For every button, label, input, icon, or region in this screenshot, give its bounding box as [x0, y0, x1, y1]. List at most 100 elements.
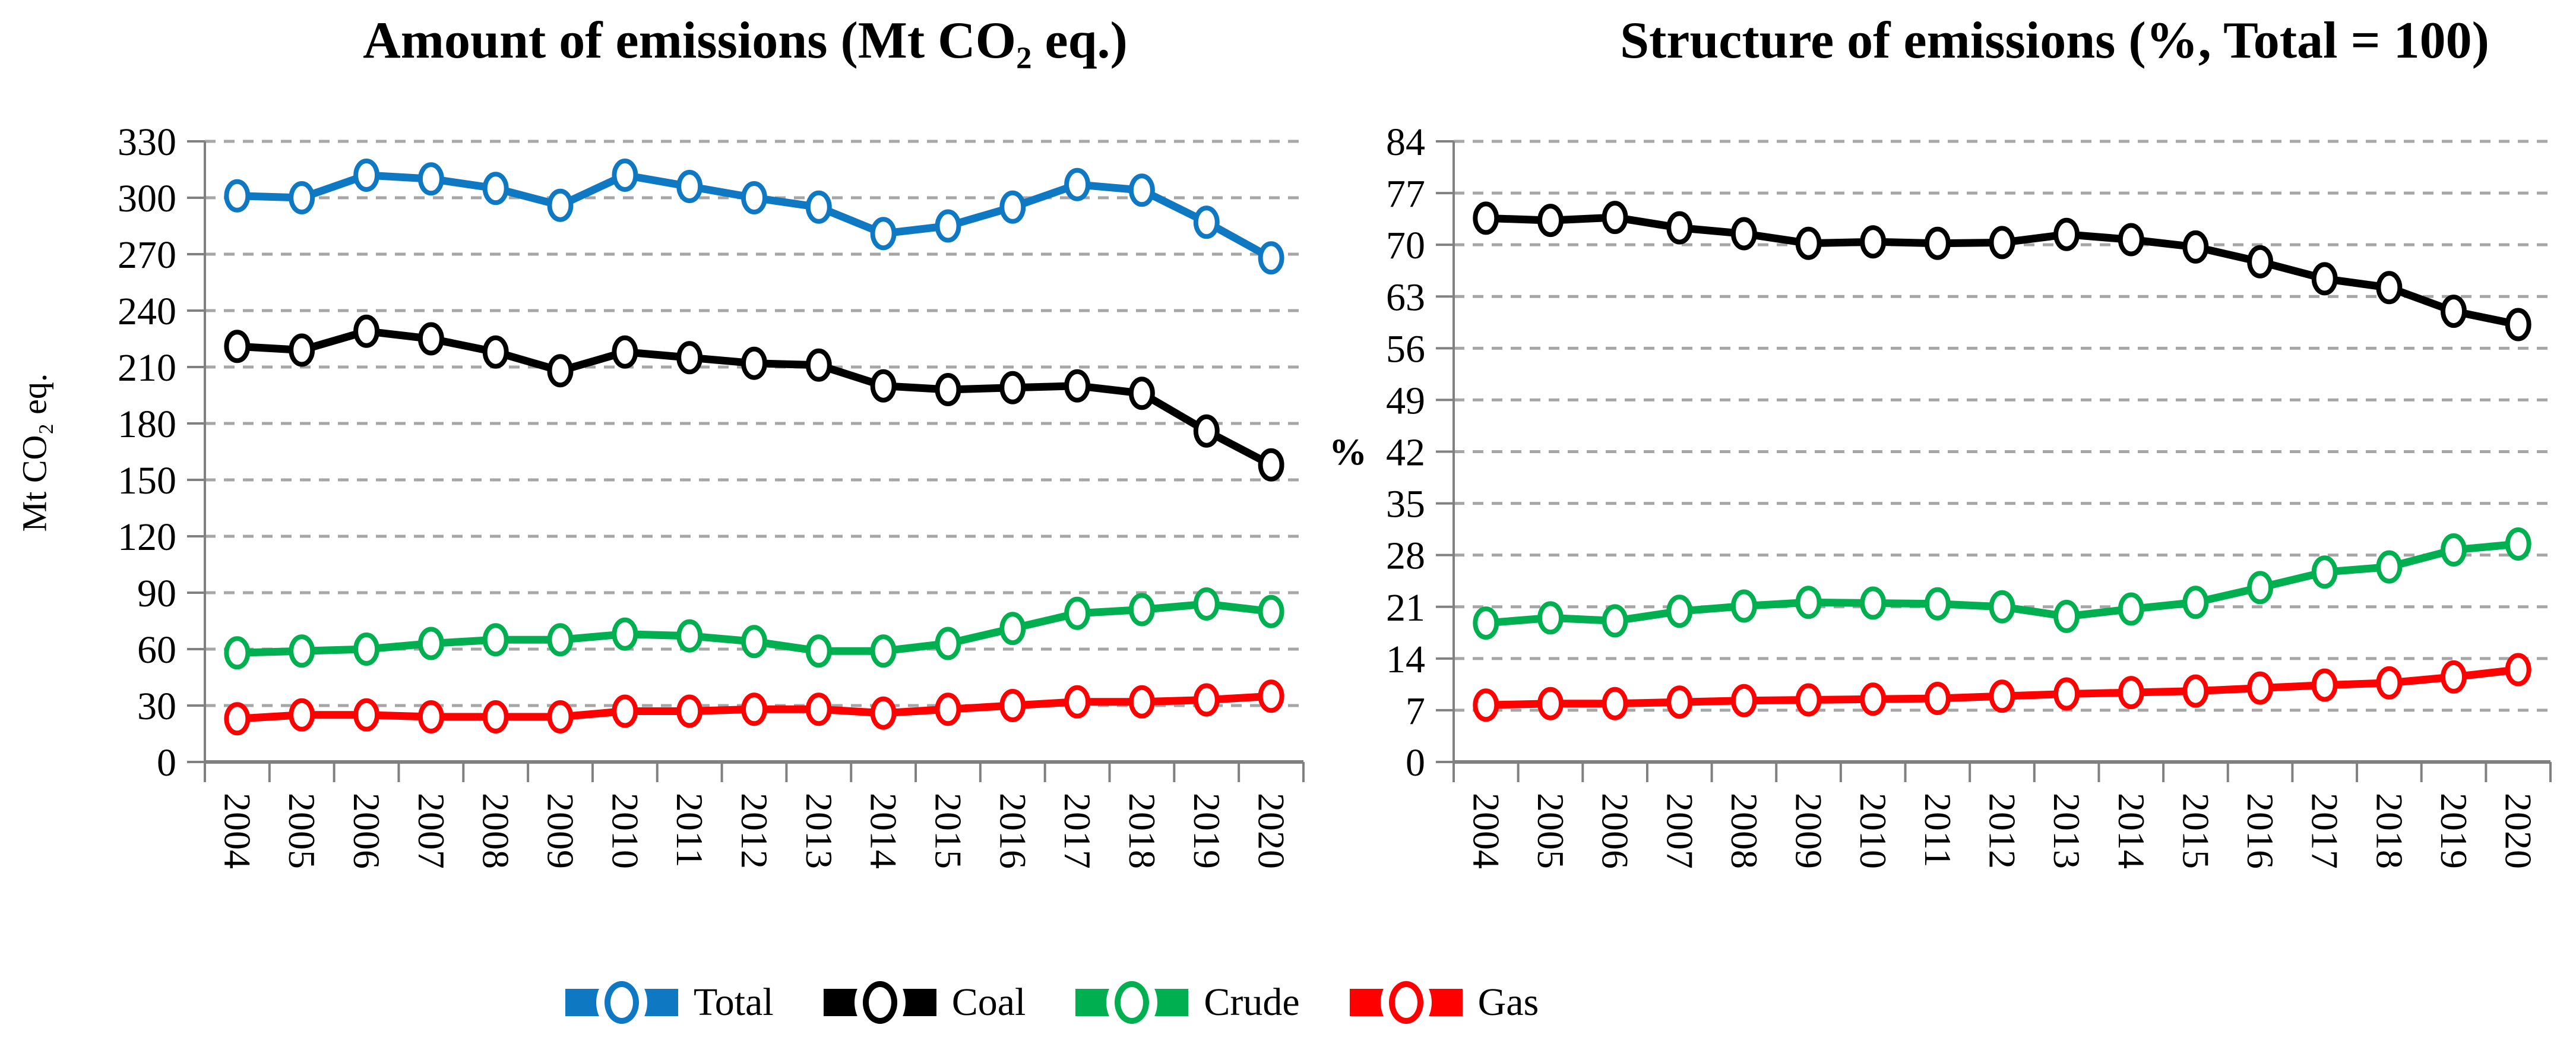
y-tick-label: 56 [1386, 327, 1425, 371]
data-point-marker-total [353, 159, 380, 192]
data-point-marker-gas [224, 702, 251, 736]
data-point-marker-total [482, 172, 509, 205]
y-tick-label: 28 [1386, 535, 1425, 578]
y-tick-label: 77 [1386, 172, 1425, 216]
data-point-marker-coal [1193, 414, 1220, 448]
right-y-axis-unit-label: % [1329, 431, 1367, 473]
x-tick-label: 2010 [604, 793, 646, 869]
data-point-marker-coal [999, 371, 1026, 404]
data-point-marker-gas [1537, 687, 1564, 720]
data-point-marker-gas [1924, 682, 1951, 715]
legend-label: Total [694, 981, 774, 1024]
y-tick-label: 0 [157, 741, 176, 785]
data-point-marker-coal [1258, 448, 1284, 482]
x-tick-label: 2016 [2239, 793, 2281, 869]
x-tick-label: 2004 [216, 793, 258, 869]
data-point-marker-total [612, 159, 638, 192]
x-tick-label: 2019 [1186, 793, 1228, 869]
data-point-marker-coal [482, 335, 509, 369]
data-point-marker-gas [482, 700, 509, 733]
data-point-marker-coal [2376, 271, 2403, 305]
data-point-marker-total [870, 217, 897, 251]
data-point-marker-gas [1258, 679, 1284, 713]
data-point-marker-gas [1602, 687, 1628, 720]
y-tick-label: 84 [1386, 121, 1425, 164]
data-point-marker-gas [2311, 668, 2338, 702]
data-point-marker-gas [2441, 660, 2467, 694]
data-point-marker-crude [1989, 590, 2015, 624]
data-point-marker-coal [2505, 308, 2531, 341]
data-point-marker-coal [2118, 223, 2144, 257]
data-point-marker-gas [1989, 679, 2015, 713]
y-tick-label: 30 [137, 685, 176, 728]
y-tick-label: 63 [1386, 276, 1425, 319]
x-tick-label: 2013 [2046, 793, 2088, 869]
data-point-marker-total [805, 190, 832, 224]
x-tick-label: 2012 [1982, 793, 2024, 869]
x-tick-label: 2012 [733, 793, 776, 869]
data-point-marker-crude [2182, 586, 2209, 619]
data-point-marker-coal [935, 373, 961, 406]
x-tick-label: 2018 [1121, 793, 1163, 869]
x-tick-label: 2015 [927, 793, 969, 869]
data-point-marker-gas [1860, 682, 1887, 716]
data-point-marker-coal [289, 333, 315, 367]
data-point-marker-crude [1128, 593, 1155, 627]
y-tick-label: 14 [1386, 638, 1425, 681]
y-tick-label: 0 [1406, 741, 1425, 785]
chart-structure: 0 7 14 21 28 35 42 49 56 63 70 77 84 2004 2005 2006 2007… [1386, 121, 2552, 869]
data-point-marker-crude [2376, 550, 2403, 584]
x-tick-label: 2009 [540, 793, 582, 869]
data-point-marker-crude [1064, 596, 1091, 630]
data-point-marker-total [1258, 241, 1284, 275]
data-point-marker-coal [741, 346, 767, 380]
x-tick-label: 2007 [410, 793, 452, 869]
data-point-marker-total [1064, 167, 1091, 201]
data-point-marker-coal [676, 341, 703, 375]
data-point-marker-gas [1193, 683, 1220, 717]
data-point-marker-coal [1924, 226, 1951, 260]
x-tick-label: 2020 [2498, 793, 2540, 869]
data-point-marker-crude [547, 623, 574, 657]
data-point-marker-crude [2118, 592, 2144, 626]
data-point-marker-crude [1602, 604, 1628, 638]
data-point-marker-crude [2311, 555, 2338, 589]
data-point-marker-total [1128, 173, 1155, 207]
x-tick-label: 2004 [1465, 793, 1507, 869]
data-point-marker-crude [1860, 586, 1887, 620]
legend-swatch-coal [823, 981, 936, 1024]
data-point-marker-crude [805, 634, 832, 668]
data-point-marker-crude [289, 634, 315, 668]
x-tick-label: 2014 [2110, 793, 2153, 869]
x-tick-label: 2008 [1723, 793, 1765, 869]
data-point-marker-coal [1989, 226, 2015, 260]
data-point-marker-gas [2376, 666, 2403, 700]
y-tick-label: 90 [137, 572, 176, 615]
legend-swatch-gas [1349, 981, 1463, 1024]
data-point-marker-coal [805, 348, 832, 382]
data-point-marker-crude [1258, 594, 1284, 628]
x-tick-label: 2014 [863, 793, 905, 869]
legend-item-total: Total [565, 980, 774, 1025]
data-point-marker-coal [1860, 225, 1887, 259]
data-point-marker-crude [612, 617, 638, 651]
data-point-marker-coal [1064, 369, 1091, 403]
data-point-marker-gas [935, 692, 961, 726]
x-tick-label: 2007 [1659, 793, 1701, 869]
data-point-marker-coal [1128, 377, 1155, 410]
x-tick-label: 2005 [1530, 793, 1572, 869]
x-tick-label: 2017 [2304, 793, 2346, 869]
data-point-marker-gas [2247, 671, 2274, 705]
left-chart-title: Amount of emissions (Mt CO₂ eq.) [363, 12, 1128, 69]
y-tick-label: 120 [118, 515, 176, 559]
x-tick-label: 2013 [798, 793, 840, 869]
x-tick-label: 2015 [2175, 793, 2217, 869]
data-point-marker-crude [224, 636, 251, 670]
data-point-marker-crude [1730, 589, 1757, 623]
legend-item-gas: Gas [1349, 980, 1539, 1025]
legend-item-coal: Coal [823, 980, 1026, 1025]
x-tick-label: 2016 [992, 793, 1034, 869]
data-point-marker-gas [1730, 684, 1757, 717]
